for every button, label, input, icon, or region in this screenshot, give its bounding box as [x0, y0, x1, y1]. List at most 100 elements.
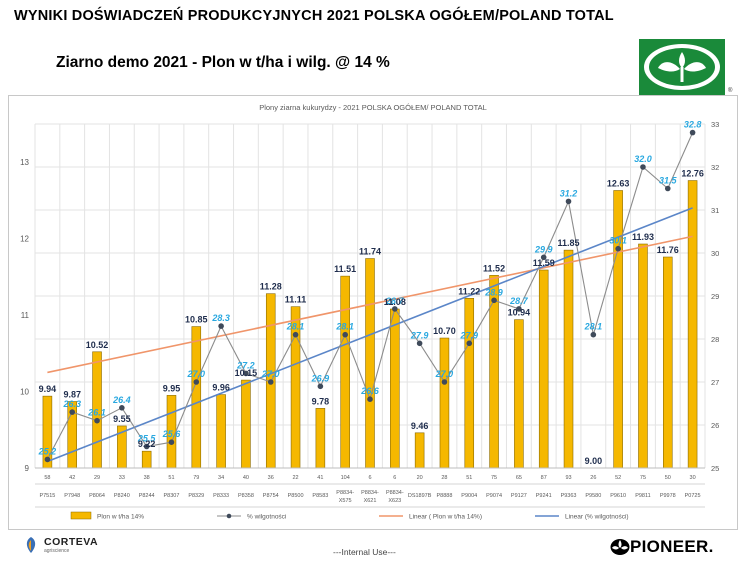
- x-tick-hybrid: DS1897B: [408, 493, 432, 499]
- point-humidity: [367, 396, 373, 403]
- legend-label-trend-humidity: Linear (% wilgotności): [565, 514, 629, 521]
- point-humidity: [44, 456, 51, 463]
- yield-chart: Plony ziarna kukurydzy - 2021 POLSKA OGÓ…: [20, 103, 719, 521]
- bar-yield: [315, 408, 326, 469]
- data-label-yield: 9.96: [212, 383, 230, 393]
- point-humidity: [416, 340, 423, 347]
- data-label-humidity: 27.0: [435, 369, 454, 379]
- data-label-humidity: 28.3: [211, 313, 230, 323]
- x-tick-hybrid: P8888: [436, 493, 452, 499]
- point-humidity: [193, 379, 200, 385]
- bar-yield: [464, 297, 475, 469]
- point-humidity: [615, 245, 621, 252]
- data-label-humidity: 27.9: [410, 330, 429, 340]
- data-label-yield: 10.15: [235, 368, 258, 378]
- data-label-humidity: 25.2: [38, 446, 57, 456]
- x-tick-hybrid: P9127: [511, 493, 527, 499]
- x-tick-hybrid: P9241: [536, 493, 552, 499]
- data-label-yield: 11.08: [384, 297, 406, 307]
- data-label-humidity: 26.1: [87, 408, 106, 418]
- x-tick-hybrid: P8244: [139, 493, 155, 499]
- pioneer-wordmark: PIONEER.: [630, 537, 714, 556]
- data-label-yield: 11.76: [657, 245, 679, 255]
- legend-swatch-yield: [70, 511, 92, 520]
- x-tick-hybrid: P8064: [89, 493, 105, 499]
- corteva-subtitle: agriscience: [44, 548, 70, 554]
- page-subtitle: Ziarno demo 2021 - Plon w t/ha i wilg. @…: [56, 54, 390, 71]
- x-tick-count: 87: [541, 475, 547, 481]
- data-label-yield: 12.63: [607, 179, 630, 189]
- x-tick-hybrid: P8329: [188, 493, 204, 499]
- point-humidity: [590, 331, 597, 338]
- y-left-tick-label: 12: [20, 235, 29, 244]
- bar-yield: [638, 243, 648, 469]
- x-tick-hybrid: P9978: [660, 493, 676, 499]
- internal-use-label: ---Internal Use---: [333, 547, 396, 557]
- x-tick-hybrid-line2: X623: [388, 498, 401, 504]
- y-right-tick-label: 25: [711, 464, 719, 473]
- corteva-leaf-icon: [26, 537, 36, 553]
- point-humidity: [466, 340, 473, 347]
- data-label-humidity: 26.9: [311, 373, 330, 383]
- pioneer-plant-logo-icon: [638, 38, 726, 96]
- x-tick-count: 38: [144, 475, 150, 481]
- data-label-humidity: 31.2: [560, 188, 578, 198]
- point-humidity: [540, 254, 547, 261]
- x-tick-hybrid: P8500: [288, 493, 304, 499]
- registered-mark: ®: [728, 88, 733, 94]
- data-label-yield: 11.59: [533, 258, 555, 268]
- point-humidity: [491, 297, 497, 304]
- bar-yield: [390, 308, 400, 469]
- x-tick-hybrid: P8754: [263, 493, 279, 499]
- x-tick-hybrid: P8333: [213, 493, 229, 499]
- point-humidity: [267, 379, 274, 385]
- x-tick-hybrid: P9004: [461, 493, 477, 499]
- data-label-yield: 9.00: [585, 456, 603, 466]
- data-label-humidity: 27.0: [187, 369, 206, 379]
- point-humidity: [243, 370, 249, 377]
- data-label-yield: 9.78: [312, 396, 330, 406]
- data-label-yield: 11.51: [334, 264, 356, 274]
- x-tick-count: 29: [94, 475, 100, 481]
- x-tick-count: 65: [516, 475, 522, 481]
- data-label-yield: 11.28: [260, 282, 282, 292]
- bar-yield: [687, 180, 698, 469]
- data-label-humidity: 25.5: [137, 434, 157, 444]
- x-tick-hybrid: P7515: [39, 493, 55, 499]
- x-tick-hybrid: P8358: [238, 493, 254, 499]
- y-right-tick-label: 27: [711, 378, 719, 387]
- x-tick-count: 36: [268, 475, 274, 481]
- legend-label-trend-yield: Linear ( Plon w t/ha 14%): [409, 514, 482, 521]
- data-label-yield: 11.52: [483, 263, 505, 273]
- x-tick-hybrid: P8583: [312, 493, 328, 499]
- data-label-yield: 9.46: [411, 421, 429, 431]
- data-label-humidity: 32.8: [684, 120, 702, 130]
- data-label-humidity: 29.9: [534, 244, 553, 254]
- data-label-humidity: 28.7: [509, 296, 529, 306]
- x-tick-count: 75: [640, 475, 646, 481]
- x-tick-count: 6: [368, 475, 371, 481]
- y-right-tick-label: 26: [711, 421, 719, 430]
- point-humidity: [69, 409, 76, 415]
- legend-label-humidity: % wilgotności: [247, 514, 286, 521]
- y-right-tick-label: 31: [711, 206, 719, 215]
- x-tick-hybrid: P9363: [561, 493, 577, 499]
- x-tick-hybrid-line2: X621: [364, 498, 377, 504]
- bar-yield: [538, 269, 549, 469]
- trend-line-yield: [47, 235, 693, 374]
- x-tick-count: 58: [44, 475, 50, 481]
- data-label-humidity: 27.0: [261, 369, 280, 379]
- point-humidity: [317, 383, 324, 390]
- x-tick-hybrid: P8834-: [386, 490, 404, 496]
- x-tick-count: 50: [665, 475, 671, 481]
- data-label-yield: 9.94: [39, 384, 57, 394]
- data-label-humidity: 26.4: [112, 395, 131, 405]
- bar-yield: [241, 379, 251, 469]
- data-label-yield: 11.85: [558, 238, 580, 248]
- bar-yield: [514, 319, 524, 469]
- x-tick-hybrid: P8240: [114, 493, 130, 499]
- x-tick-count: 33: [119, 475, 125, 481]
- data-label-humidity: 26.3: [62, 399, 81, 409]
- data-label-humidity: 28.1: [335, 322, 354, 332]
- pioneer-logo: PIONEER.: [610, 534, 740, 560]
